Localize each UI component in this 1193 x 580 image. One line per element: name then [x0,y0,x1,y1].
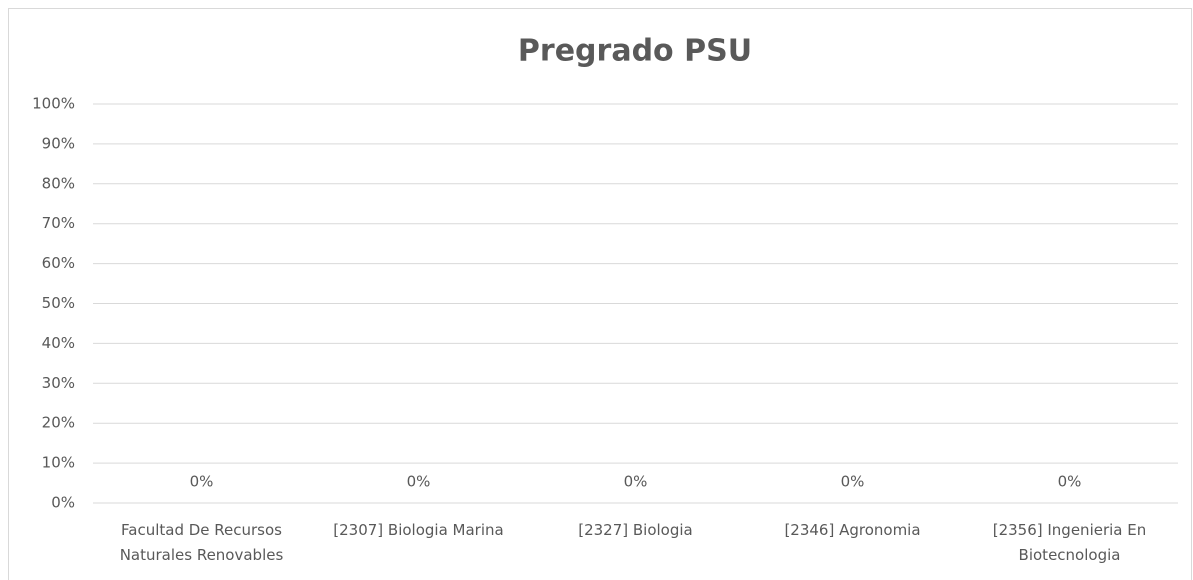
x-tick-label: [2356] Ingenieria En Biotecnologia [992,521,1147,564]
y-tick-label: 90% [42,134,75,152]
y-tick-label: 40% [42,334,75,352]
y-tick-label: 10% [42,454,75,472]
x-tick-label: [2327] Biologia [578,521,693,539]
y-tick-label: 50% [42,294,75,312]
y-tick-label: 70% [42,214,75,232]
data-label: 0% [624,473,648,491]
x-tick-label: Facultad De Recursos Naturales Renovable… [119,521,284,564]
y-tick-label: 0% [51,494,75,512]
data-label: 0% [407,473,431,491]
y-tick-label: 80% [42,174,75,192]
chart-border [8,8,1192,580]
x-tick-label: [2346] Agronomia [784,521,921,539]
y-tick-label: 20% [42,414,75,432]
data-label: 0% [841,473,865,491]
chart-title: Pregrado PSU [518,34,752,69]
x-tick-label: [2307] Biologia Marina [333,521,504,539]
data-label: 0% [1058,473,1082,491]
y-tick-label: 100% [32,95,75,113]
data-label: 0% [190,473,214,491]
y-tick-label: 60% [42,254,75,272]
y-tick-label: 30% [42,374,75,392]
